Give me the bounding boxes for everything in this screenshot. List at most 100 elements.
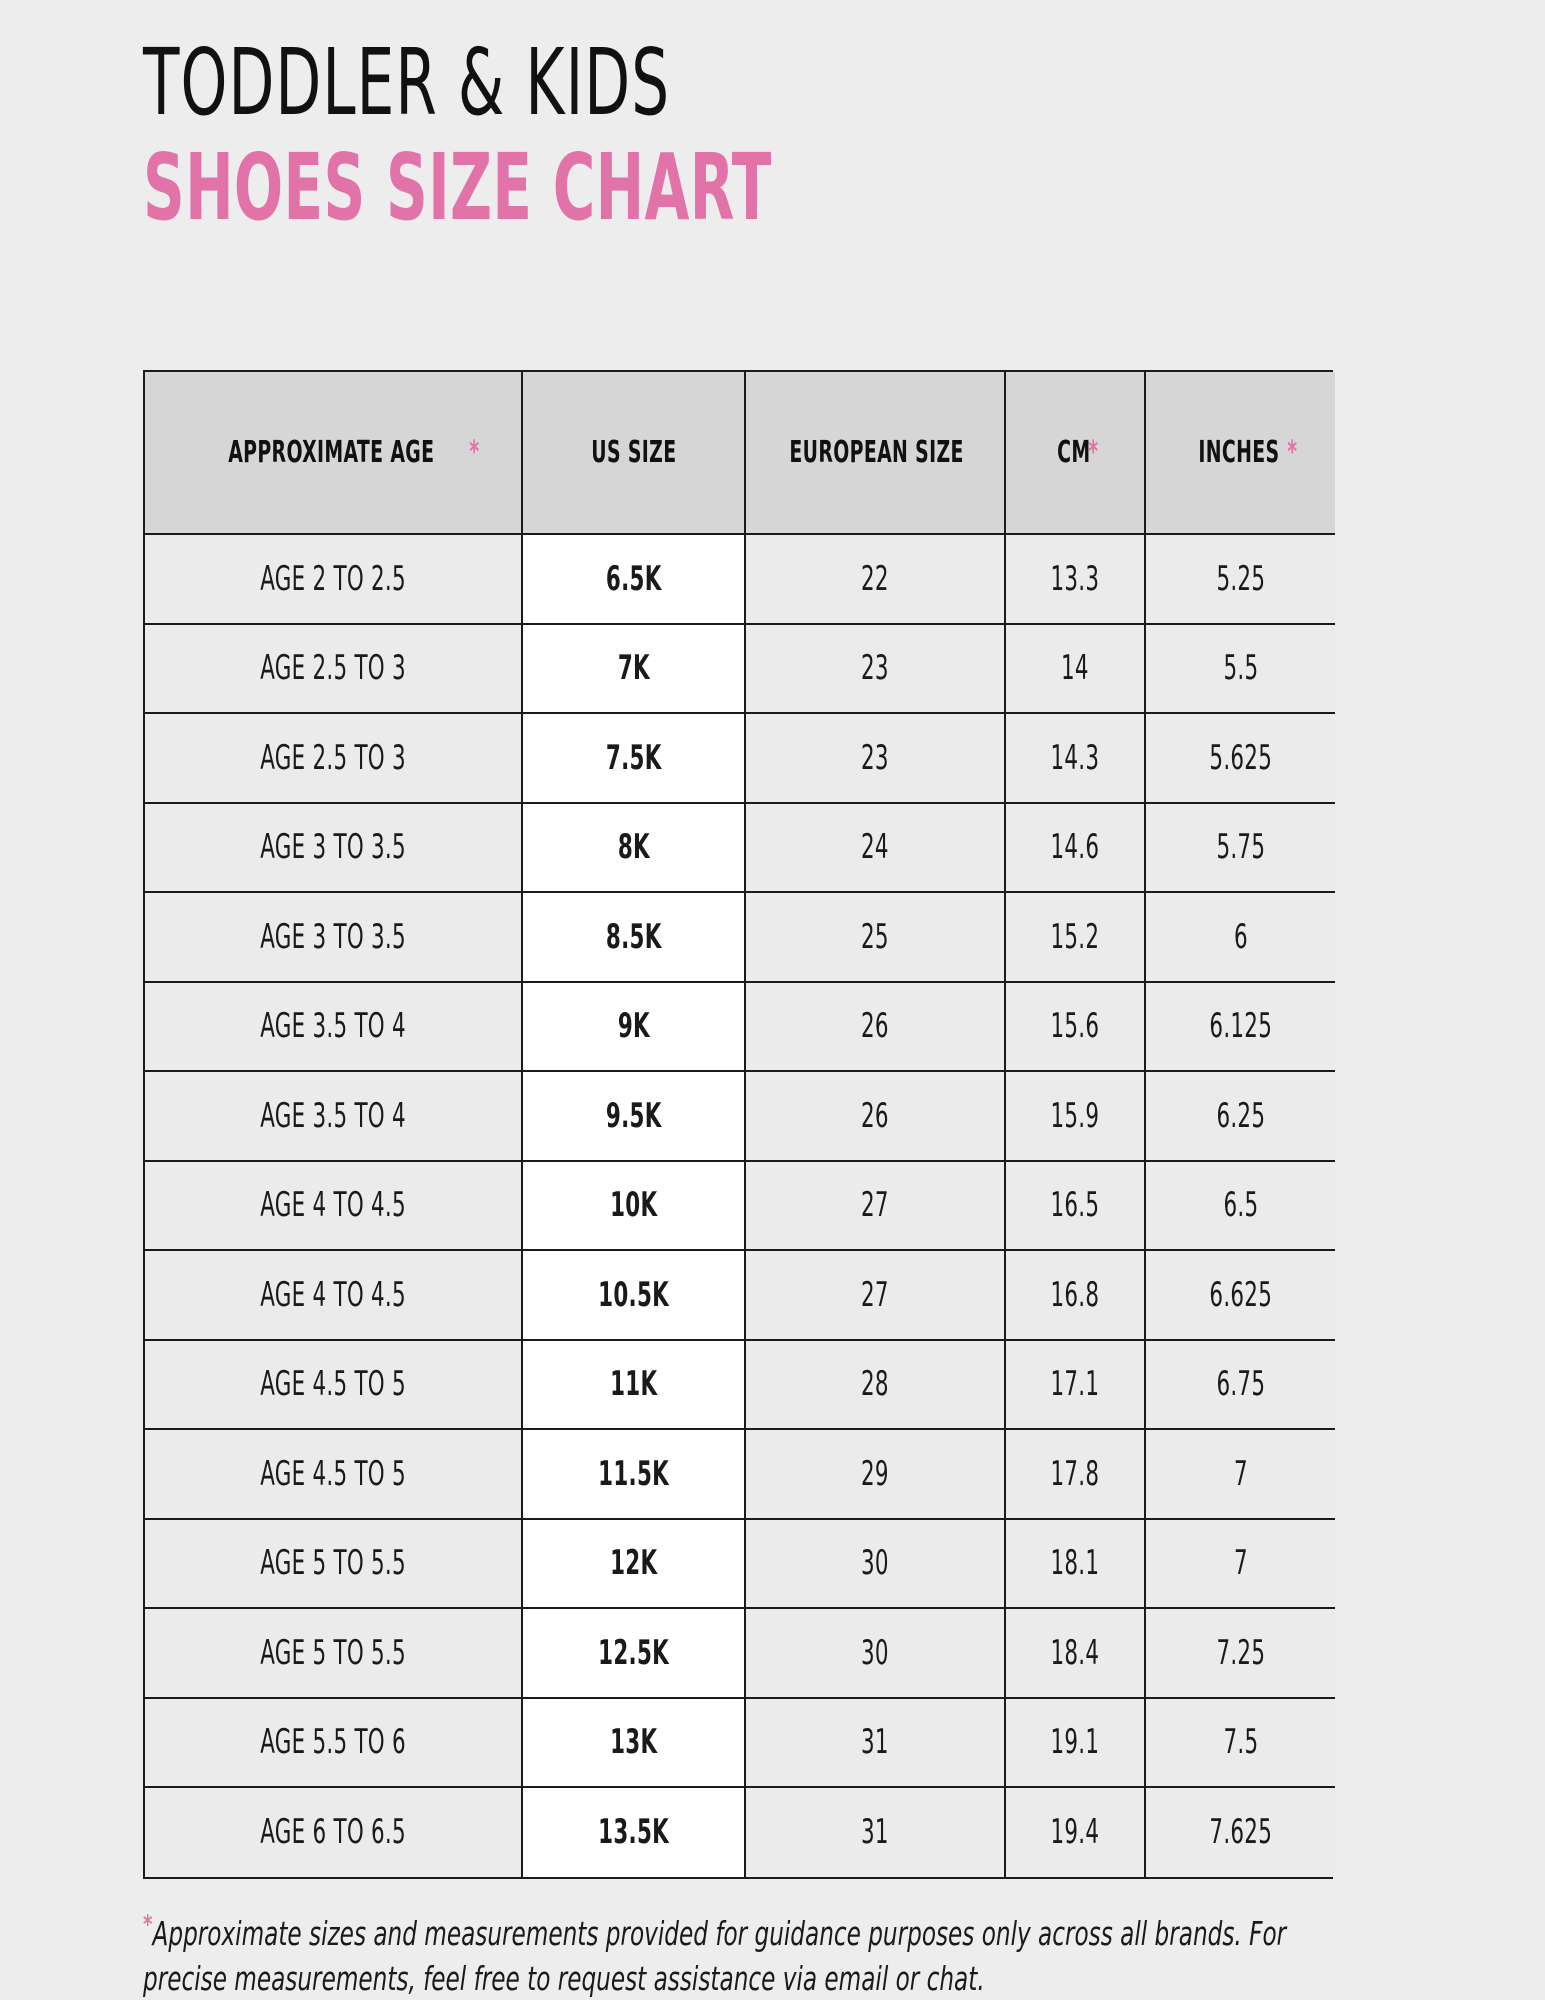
cell-age: AGE 4.5 TO 5: [145, 1429, 523, 1520]
cell-value: 30: [861, 1632, 889, 1673]
cell-age: AGE 5.5 TO 6: [145, 1697, 523, 1788]
cell-age: AGE 2 TO 2.5: [145, 534, 523, 625]
cell-inches: 7.5: [1145, 1697, 1335, 1788]
cell-value: 5.625: [1209, 737, 1272, 778]
cell-value: 14.3: [1050, 737, 1100, 778]
cell-value: 11.5K: [598, 1453, 669, 1494]
column-header-cm: CM*: [1005, 372, 1146, 535]
cell-eu: 27: [745, 1160, 1006, 1251]
cell-inches: 7.25: [1145, 1608, 1335, 1699]
cell-age: AGE 3.5 TO 4: [145, 981, 523, 1072]
cell-eu: 24: [745, 802, 1006, 893]
cell-inches: 6.5: [1145, 1160, 1335, 1251]
cell-value: 24: [861, 827, 889, 868]
cell-value: 18.4: [1050, 1632, 1100, 1673]
table-row: AGE 3.5 TO 4 9K 26 15.6 6.125: [145, 981, 1335, 1072]
cell-us: 8.5K: [522, 892, 746, 983]
cell-value: AGE 3 TO 3.5: [260, 827, 406, 868]
cell-value: 17.8: [1050, 1453, 1100, 1494]
cell-eu: 31: [745, 1787, 1006, 1877]
cell-cm: 18.1: [1005, 1518, 1146, 1609]
cell-inches: 5.625: [1145, 713, 1335, 804]
cell-value: 10K: [609, 1185, 658, 1226]
cell-value: 25: [861, 916, 889, 957]
cell-us: 11.5K: [522, 1429, 746, 1520]
cell-value: AGE 4.5 TO 5: [260, 1453, 406, 1494]
cell-cm: 18.4: [1005, 1608, 1146, 1699]
footnote-asterisk-icon: *: [143, 1910, 153, 1940]
cell-value: 29: [861, 1453, 889, 1494]
cell-value: 8.5K: [605, 916, 662, 957]
table-row: AGE 2 TO 2.5 6.5K 22 13.3 5.25: [145, 534, 1335, 625]
table-row: AGE 4.5 TO 5 11K 28 17.1 6.75: [145, 1339, 1335, 1430]
cell-eu: 30: [745, 1518, 1006, 1609]
cell-value: 28: [861, 1364, 889, 1405]
cell-value: 9K: [617, 1006, 650, 1047]
cell-value: 14: [1061, 648, 1089, 689]
cell-age: AGE 2.5 TO 3: [145, 713, 523, 804]
cell-inches: 7: [1145, 1429, 1335, 1520]
table-row: AGE 3.5 TO 4 9.5K 26 15.9 6.25: [145, 1071, 1335, 1162]
cell-us: 12.5K: [522, 1608, 746, 1699]
cell-eu: 30: [745, 1608, 1006, 1699]
cell-us: 9.5K: [522, 1071, 746, 1162]
cell-us: 7.5K: [522, 713, 746, 804]
header-asterisk-icon: *: [1287, 435, 1298, 470]
cell-inches: 6.75: [1145, 1339, 1335, 1430]
cell-cm: 15.2: [1005, 892, 1146, 983]
cell-inches: 6.25: [1145, 1071, 1335, 1162]
cell-eu: 27: [745, 1250, 1006, 1341]
cell-value: 6.25: [1216, 1095, 1265, 1136]
column-header-label: CM: [1057, 435, 1091, 470]
page-title: TODDLER & KIDS SHOES SIZE CHART: [143, 36, 1343, 234]
footnote-text: *Approximate sizes and measurements prov…: [143, 1908, 1344, 2000]
cell-value: 5.5: [1223, 648, 1258, 689]
cell-cm: 17.8: [1005, 1429, 1146, 1520]
cell-value: AGE 4 TO 4.5: [260, 1274, 406, 1315]
table-row: AGE 5 TO 5.5 12.5K 30 18.4 7.25: [145, 1608, 1335, 1699]
cell-value: 23: [861, 737, 889, 778]
cell-us: 10K: [522, 1160, 746, 1251]
footnote-body: Approximate sizes and measurements provi…: [143, 1914, 1287, 1998]
cell-value: 31: [861, 1722, 889, 1763]
cell-inches: 5.25: [1145, 534, 1335, 625]
cell-age: AGE 5 TO 5.5: [145, 1608, 523, 1699]
cell-inches: 5.5: [1145, 623, 1335, 714]
cell-value: 30: [861, 1543, 889, 1584]
cell-inches: 7.625: [1145, 1787, 1335, 1877]
cell-value: 6.5: [1223, 1185, 1258, 1226]
cell-value: 22: [861, 558, 889, 599]
cell-eu: 22: [745, 534, 1006, 625]
header-asterisk-icon: *: [469, 435, 480, 470]
cell-inches: 6: [1145, 892, 1335, 983]
cell-cm: 15.6: [1005, 981, 1146, 1072]
cell-value: 10.5K: [598, 1274, 669, 1315]
column-header-label: US SIZE: [590, 435, 677, 470]
cell-value: AGE 4.5 TO 5: [260, 1364, 406, 1405]
cell-value: AGE 2.5 TO 3: [260, 648, 406, 689]
cell-value: 26: [861, 1006, 889, 1047]
cell-value: AGE 3.5 TO 4: [260, 1095, 406, 1136]
cell-cm: 17.1: [1005, 1339, 1146, 1430]
cell-cm: 19.1: [1005, 1697, 1146, 1788]
cell-inches: 6.125: [1145, 981, 1335, 1072]
cell-eu: 23: [745, 623, 1006, 714]
cell-value: 27: [861, 1185, 889, 1226]
cell-us: 6.5K: [522, 534, 746, 625]
cell-age: AGE 5 TO 5.5: [145, 1518, 523, 1609]
table-row: AGE 3 TO 3.5 8.5K 25 15.2 6: [145, 892, 1335, 983]
cell-us: 13.5K: [522, 1787, 746, 1877]
cell-value: 5.75: [1216, 827, 1265, 868]
cell-value: 7.5: [1223, 1722, 1258, 1763]
cell-us: 13K: [522, 1697, 746, 1788]
size-chart-table: APPROXIMATE AGE * US SIZE EUROPEAN SIZE CM* I…: [145, 372, 1335, 1877]
cell-value: 14.6: [1050, 827, 1100, 868]
cell-inches: 6.625: [1145, 1250, 1335, 1341]
cell-age: AGE 4 TO 4.5: [145, 1250, 523, 1341]
cell-eu: 26: [745, 1071, 1006, 1162]
cell-cm: 14: [1005, 623, 1146, 714]
cell-value: 6.125: [1209, 1006, 1272, 1047]
cell-us: 8K: [522, 802, 746, 893]
cell-value: 18.1: [1050, 1543, 1100, 1584]
